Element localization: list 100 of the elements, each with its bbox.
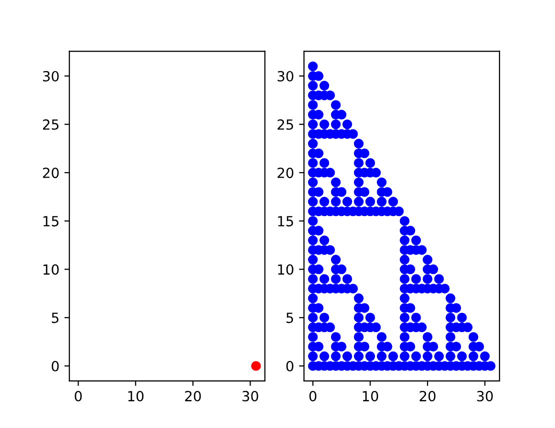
point (457, 312, 467, 322)
point (446, 332, 456, 342)
point (400, 351, 410, 362)
point (330, 332, 341, 342)
point (308, 254, 318, 264)
point (308, 274, 318, 284)
y-tick-label: 25 (278, 119, 294, 130)
point (457, 351, 467, 362)
point (354, 138, 364, 149)
y-tick-label: 10 (44, 264, 59, 275)
point (422, 332, 432, 342)
point (422, 254, 432, 264)
point (434, 274, 444, 284)
point (308, 158, 318, 168)
point (319, 351, 330, 362)
point (400, 235, 410, 246)
point (400, 254, 410, 264)
point (400, 312, 410, 322)
point (342, 196, 352, 207)
point (330, 351, 341, 362)
point (308, 293, 318, 304)
point (342, 351, 352, 362)
point (446, 312, 456, 322)
point (308, 100, 318, 110)
point (308, 177, 318, 188)
point (354, 177, 364, 188)
x-tick-label: 10 (362, 390, 378, 402)
point (330, 177, 341, 188)
point (365, 312, 376, 322)
y-tick-label: 5 (286, 312, 294, 324)
point (480, 351, 490, 362)
point (330, 254, 341, 264)
point (400, 332, 410, 342)
point (319, 80, 330, 91)
point (330, 100, 341, 110)
point (376, 177, 387, 188)
point (319, 312, 330, 322)
point (330, 274, 341, 284)
y-tick-label: 25 (42, 119, 58, 130)
point (308, 351, 318, 362)
point (411, 235, 421, 246)
point (376, 196, 387, 207)
point (468, 351, 478, 362)
point (422, 274, 432, 284)
point (342, 274, 352, 284)
x-tick-label: 0 (74, 390, 82, 402)
point (468, 332, 478, 342)
point (411, 351, 421, 362)
point (365, 158, 376, 168)
y-tick-label: 5 (52, 312, 58, 324)
point (342, 119, 352, 130)
point (354, 312, 364, 322)
point (319, 119, 330, 130)
point (382, 342, 392, 352)
point (365, 196, 376, 207)
point (446, 293, 456, 304)
point (388, 196, 398, 207)
point (354, 158, 364, 168)
x-tick-label: 20 (420, 390, 436, 402)
point (308, 235, 318, 246)
point (400, 216, 410, 226)
point (308, 119, 318, 130)
y-tick-label: 0 (52, 360, 59, 372)
point (411, 312, 421, 322)
point (411, 274, 421, 284)
x-tick-label: 30 (242, 390, 258, 402)
point (365, 351, 376, 362)
point (400, 293, 410, 304)
y-tick-label: 20 (42, 168, 59, 178)
point (354, 196, 364, 207)
point (319, 274, 330, 284)
x-tick-label: 30 (477, 390, 493, 402)
point (330, 119, 341, 130)
point (308, 216, 318, 226)
point (376, 351, 387, 362)
point (319, 235, 330, 246)
y-tick-label: 20 (278, 168, 294, 178)
y-tick-label: 30 (43, 70, 59, 82)
point (330, 196, 341, 207)
point (354, 293, 364, 304)
point (308, 312, 318, 322)
point (319, 158, 330, 168)
point (308, 332, 318, 342)
y-tick-label: 0 (286, 360, 294, 372)
point (308, 80, 318, 91)
x-tick-label: 0 (309, 390, 316, 402)
point (422, 351, 432, 362)
point (319, 196, 330, 207)
y-tick-label: 15 (44, 216, 58, 226)
y-tick-label: 15 (278, 216, 294, 226)
x-tick-label: 20 (185, 390, 201, 402)
y-tick-label: 30 (278, 70, 294, 82)
point (308, 61, 318, 72)
point (446, 351, 456, 362)
point (388, 351, 398, 362)
point (376, 332, 387, 342)
point (434, 351, 444, 362)
point (354, 332, 364, 342)
x-tick-label: 10 (128, 390, 144, 402)
point (400, 274, 410, 284)
